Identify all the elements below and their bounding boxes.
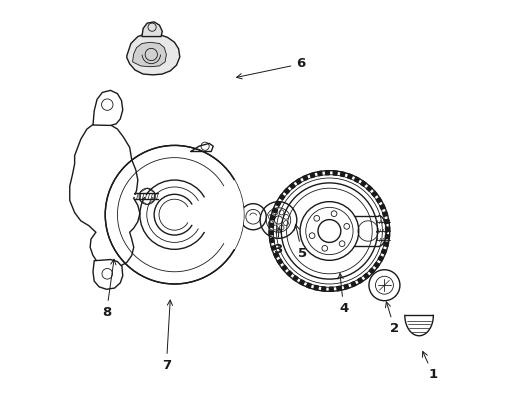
- Polygon shape: [369, 268, 375, 274]
- Polygon shape: [142, 22, 162, 36]
- Polygon shape: [384, 242, 389, 247]
- Text: 6: 6: [237, 57, 305, 79]
- Polygon shape: [382, 249, 387, 254]
- Polygon shape: [133, 42, 166, 67]
- Polygon shape: [333, 171, 337, 175]
- Polygon shape: [354, 177, 360, 182]
- Polygon shape: [405, 315, 433, 336]
- Polygon shape: [271, 245, 276, 250]
- Polygon shape: [386, 227, 390, 231]
- Polygon shape: [385, 235, 390, 239]
- Circle shape: [269, 171, 390, 291]
- Circle shape: [105, 145, 244, 284]
- Polygon shape: [318, 171, 322, 176]
- Text: 8: 8: [102, 259, 116, 319]
- Polygon shape: [351, 281, 356, 287]
- Polygon shape: [383, 211, 388, 216]
- Polygon shape: [366, 186, 372, 191]
- Polygon shape: [270, 216, 275, 220]
- Polygon shape: [93, 260, 123, 289]
- Text: 5: 5: [294, 225, 307, 260]
- Polygon shape: [269, 223, 274, 227]
- Polygon shape: [337, 286, 341, 291]
- Polygon shape: [274, 252, 279, 258]
- Polygon shape: [303, 175, 308, 180]
- Polygon shape: [275, 201, 281, 206]
- Polygon shape: [372, 191, 377, 197]
- Text: 1: 1: [423, 351, 438, 381]
- Polygon shape: [306, 283, 311, 288]
- Polygon shape: [364, 273, 369, 279]
- Polygon shape: [314, 285, 319, 290]
- Polygon shape: [310, 173, 315, 178]
- Polygon shape: [281, 265, 287, 271]
- Polygon shape: [380, 204, 385, 209]
- Polygon shape: [340, 172, 345, 177]
- Polygon shape: [127, 33, 180, 75]
- Polygon shape: [272, 208, 277, 213]
- Polygon shape: [358, 278, 363, 283]
- Polygon shape: [284, 188, 290, 194]
- Polygon shape: [322, 287, 326, 291]
- Polygon shape: [344, 284, 349, 289]
- Polygon shape: [269, 231, 273, 235]
- Wedge shape: [175, 180, 244, 249]
- Polygon shape: [376, 198, 382, 203]
- Polygon shape: [385, 219, 389, 224]
- Text: 3: 3: [273, 228, 282, 256]
- Polygon shape: [374, 262, 379, 268]
- Polygon shape: [361, 181, 366, 187]
- Polygon shape: [290, 183, 295, 189]
- Polygon shape: [378, 256, 384, 261]
- Polygon shape: [347, 174, 353, 179]
- Text: 4: 4: [338, 274, 348, 315]
- Polygon shape: [296, 179, 301, 184]
- Polygon shape: [93, 90, 123, 126]
- Text: 7: 7: [162, 300, 173, 372]
- Polygon shape: [287, 271, 292, 276]
- Polygon shape: [277, 259, 282, 265]
- Polygon shape: [299, 280, 304, 285]
- Text: 2: 2: [386, 302, 399, 335]
- Polygon shape: [293, 276, 298, 281]
- Polygon shape: [329, 287, 333, 291]
- Polygon shape: [70, 123, 140, 267]
- Polygon shape: [270, 238, 274, 243]
- Polygon shape: [326, 171, 329, 175]
- Polygon shape: [279, 194, 285, 200]
